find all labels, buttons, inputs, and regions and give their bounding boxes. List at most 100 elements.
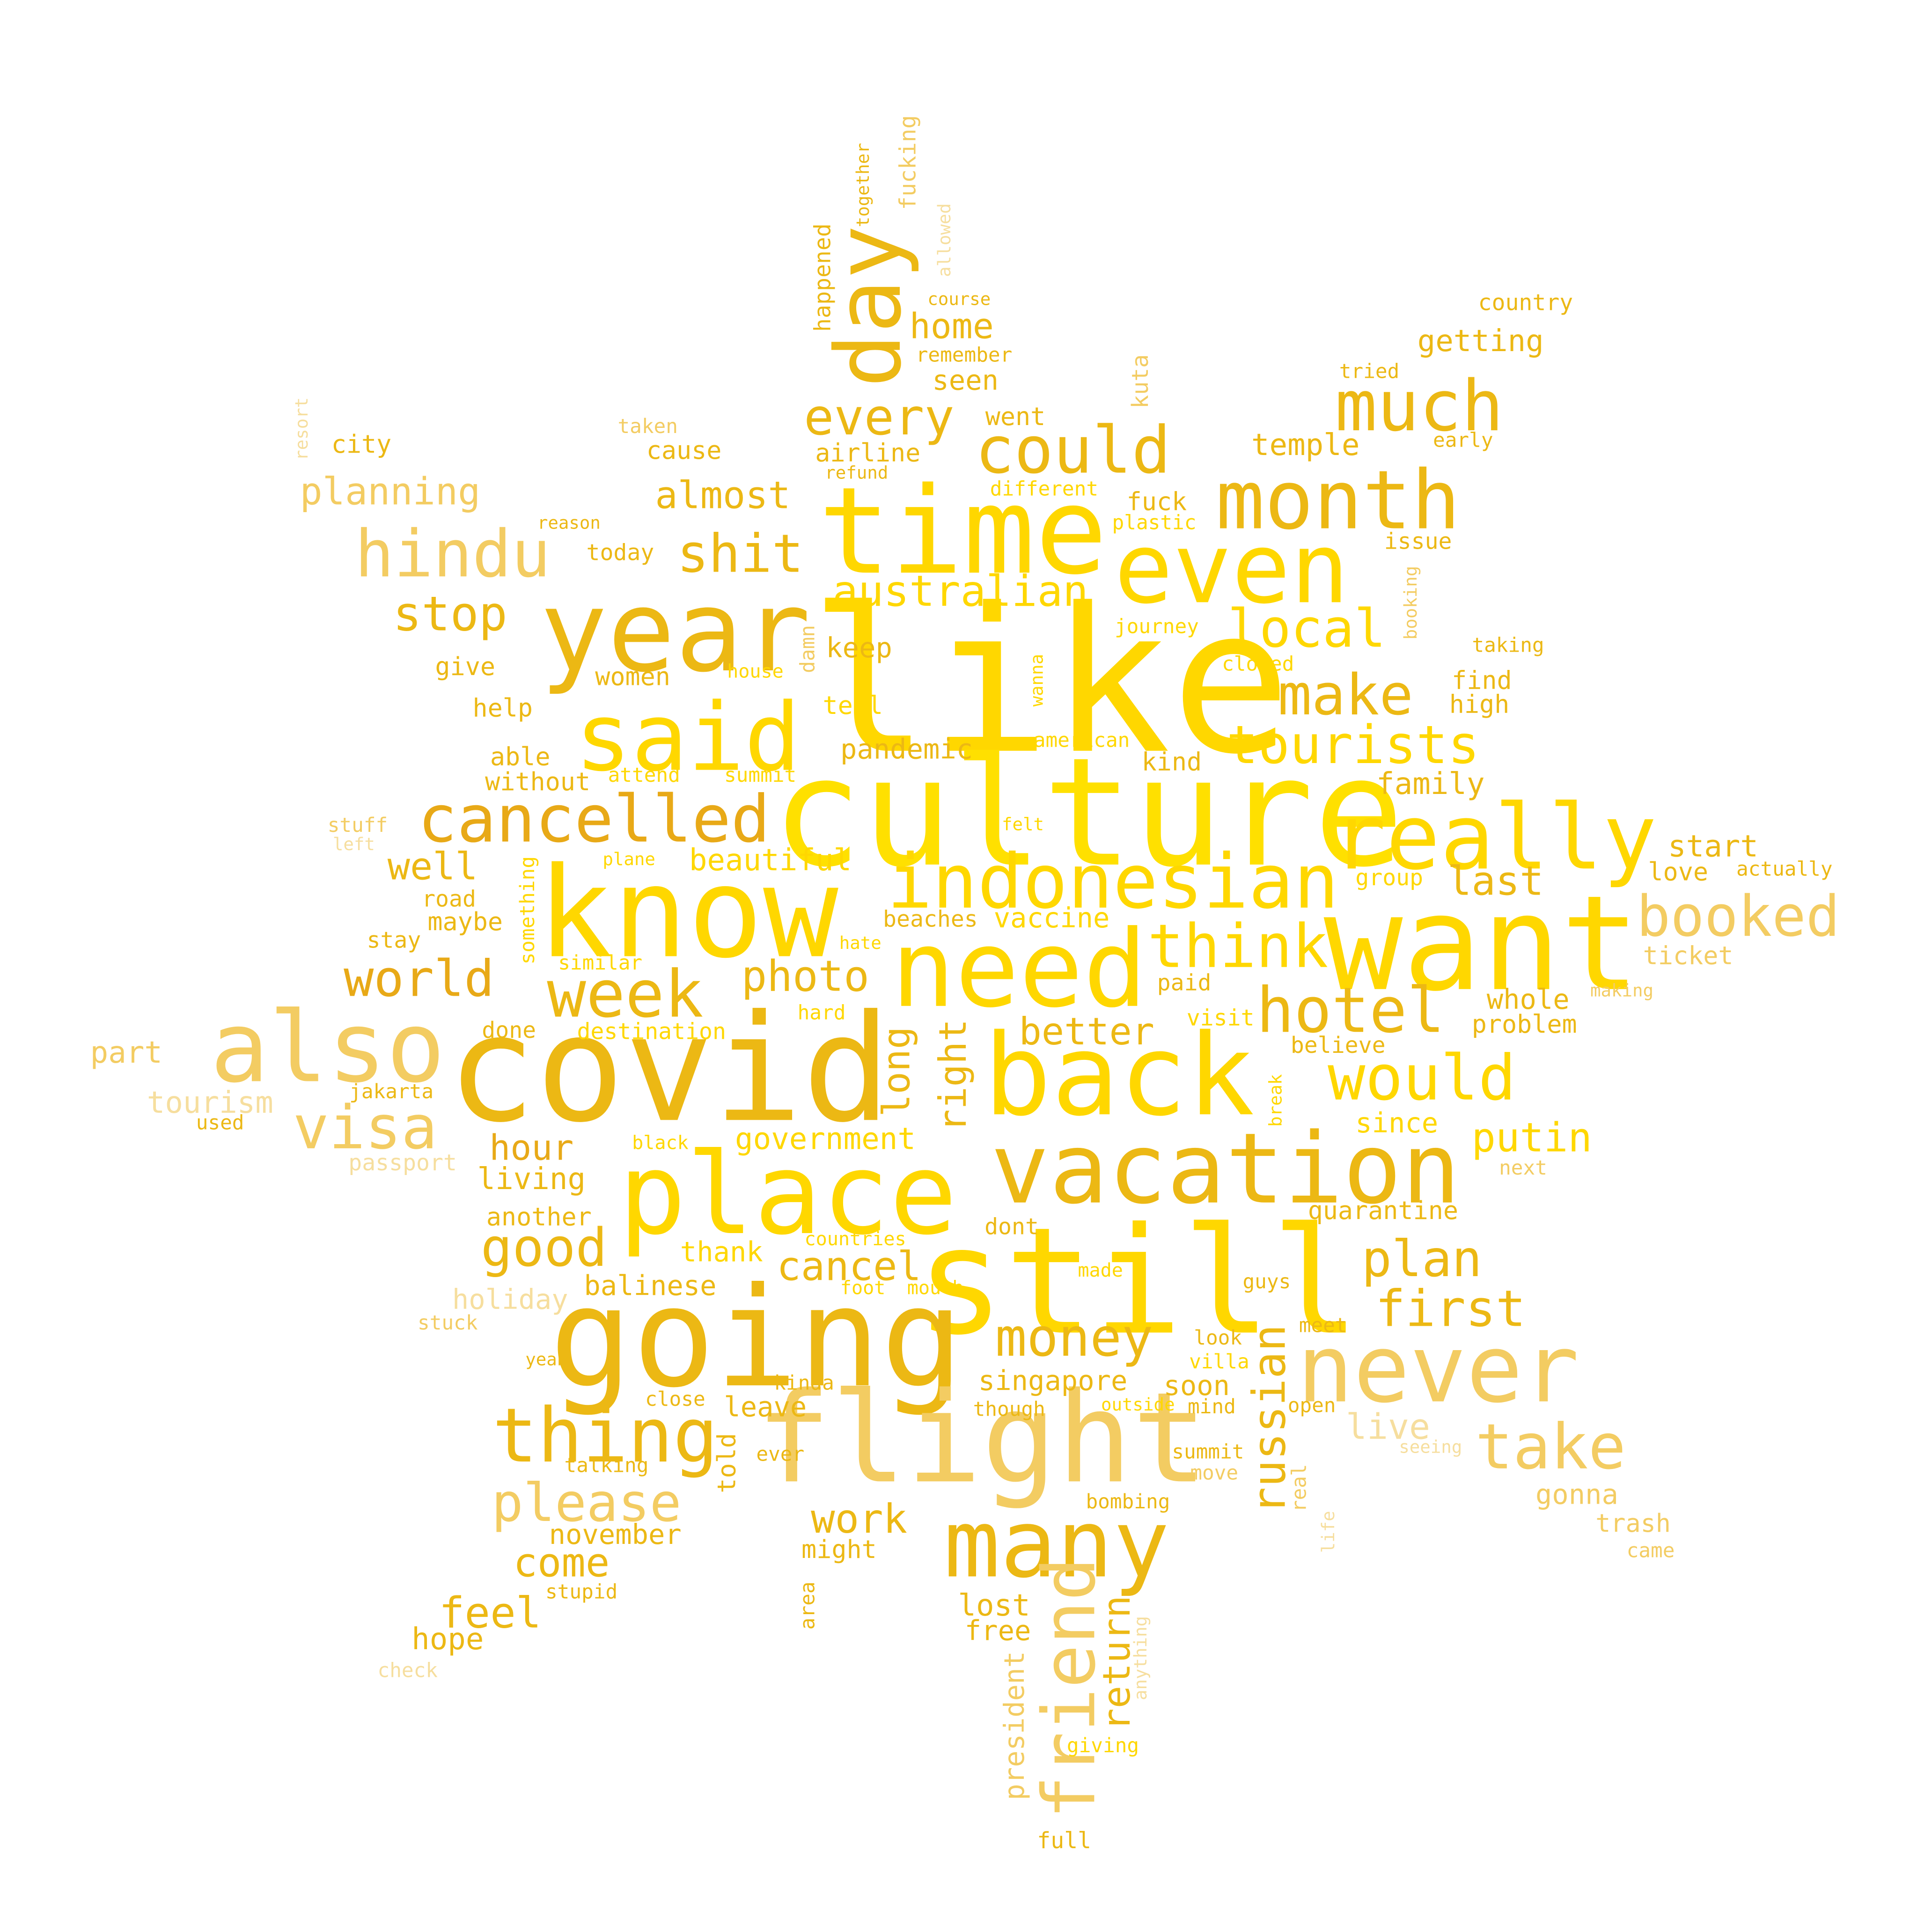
word-tourists: tourists <box>1227 715 1479 776</box>
word-thing: thing <box>492 1392 719 1479</box>
word-month: month <box>1216 453 1461 548</box>
word-making: making <box>1590 980 1653 1001</box>
word-make: make <box>1278 662 1413 728</box>
word-made: made <box>1078 1260 1123 1281</box>
word-ever: ever <box>756 1443 804 1466</box>
word-american: american <box>1034 728 1130 752</box>
word-women: women <box>595 662 670 691</box>
word-mind: mind <box>1188 1395 1236 1418</box>
word-though: though <box>973 1397 1045 1421</box>
word-part: part <box>90 1036 162 1070</box>
word-stay: stay <box>367 927 421 954</box>
word-open: open <box>1288 1394 1336 1417</box>
word-money: money <box>995 1308 1153 1368</box>
word-well: well <box>388 845 478 889</box>
word-give: give <box>435 652 495 681</box>
word-covid: covid <box>447 983 891 1155</box>
word-president: president <box>998 1651 1030 1800</box>
word-return: return <box>1095 1595 1139 1731</box>
word-better: better <box>1019 1010 1154 1053</box>
word-cause: cause <box>646 435 722 465</box>
word-much: much <box>1335 366 1504 447</box>
word-trash: trash <box>1595 1508 1671 1538</box>
word-beautiful: beautiful <box>689 843 852 878</box>
word-hindu: hindu <box>355 516 551 592</box>
word-hour: hour <box>489 1128 573 1168</box>
word-issue: issue <box>1384 529 1452 555</box>
word-good: good <box>481 1218 607 1278</box>
word-many: many <box>944 1490 1169 1599</box>
word-taking: taking <box>1472 633 1544 657</box>
word-done: done <box>482 1017 536 1043</box>
word-together: together <box>852 143 873 227</box>
word-refund: refund <box>825 463 888 483</box>
word-came: came <box>1627 1539 1675 1562</box>
word-tell: tell <box>823 691 883 720</box>
word-world: world <box>344 950 494 1008</box>
word-attend: attend <box>608 764 680 787</box>
word-first: first <box>1375 1280 1526 1338</box>
word-back: back <box>984 1010 1255 1141</box>
word-next: next <box>1499 1156 1547 1180</box>
word-used: used <box>196 1111 244 1135</box>
word-talking: talking <box>565 1454 649 1477</box>
word-foot: foot <box>840 1277 886 1299</box>
word-really: really <box>1332 786 1657 890</box>
word-hope: hope <box>411 1622 484 1657</box>
word-think: think <box>1148 912 1329 982</box>
word-similar: similar <box>558 951 642 975</box>
word-able: able <box>490 742 551 771</box>
word-believe: believe <box>1291 1032 1386 1058</box>
word-work: work <box>811 1496 907 1543</box>
word-hotel: hotel <box>1256 974 1445 1047</box>
word-passport: passport <box>348 1150 457 1176</box>
word-kinda: kinda <box>774 1371 834 1395</box>
word-temple: temple <box>1251 428 1360 463</box>
word-like: like <box>809 565 1291 798</box>
word-guys: guys <box>1242 1270 1291 1293</box>
word-week: week <box>547 956 703 1032</box>
word-summit: summit <box>724 764 796 787</box>
word-maybe: maybe <box>427 907 503 936</box>
word-local: local <box>1228 599 1386 660</box>
word-government: government <box>735 1122 916 1157</box>
word-summit: summit <box>1172 1440 1244 1463</box>
word-break: break <box>1265 1074 1286 1127</box>
word-hard: hard <box>798 1001 846 1025</box>
word-shit: shit <box>677 523 803 584</box>
word-allowed: allowed <box>934 203 955 277</box>
word-want: want <box>1324 868 1640 1021</box>
word-different: different <box>990 477 1098 500</box>
word-home: home <box>910 306 994 347</box>
word-problem: problem <box>1472 1009 1577 1039</box>
word-group: group <box>1355 865 1423 891</box>
word-culture: culture <box>772 726 1404 900</box>
word-planning: planning <box>300 470 481 513</box>
word-booking: booking <box>1400 566 1421 640</box>
word-kuta: kuta <box>1127 354 1153 409</box>
word-destination: destination <box>577 1019 726 1045</box>
word-pandemic: pandemic <box>840 733 973 765</box>
word-feel: feel <box>439 1588 542 1638</box>
word-keep: keep <box>826 632 892 664</box>
word-meet: meet <box>1299 1314 1347 1337</box>
word-mouth: mouth <box>907 1277 964 1299</box>
word-living: living <box>477 1162 586 1197</box>
word-resort: resort <box>291 397 312 461</box>
word-plastic: plastic <box>1112 511 1197 535</box>
word-year: year <box>540 566 811 697</box>
word-indonesian: indonesian <box>887 838 1339 926</box>
word-outside: outside <box>1101 1394 1175 1415</box>
word-visit: visit <box>1187 1005 1255 1031</box>
word-soon: soon <box>1163 1369 1230 1402</box>
word-holiday: holiday <box>452 1283 568 1315</box>
word-another: another <box>486 1202 592 1232</box>
word-singapore: singapore <box>978 1365 1128 1397</box>
word-help: help <box>473 693 533 722</box>
word-lost: lost <box>958 1588 1030 1623</box>
word-plan: plan <box>1362 1230 1482 1288</box>
word-ticket: ticket <box>1643 940 1734 970</box>
word-quarantine: quarantine <box>1308 1196 1458 1225</box>
word-stupid: stupid <box>545 1580 617 1603</box>
